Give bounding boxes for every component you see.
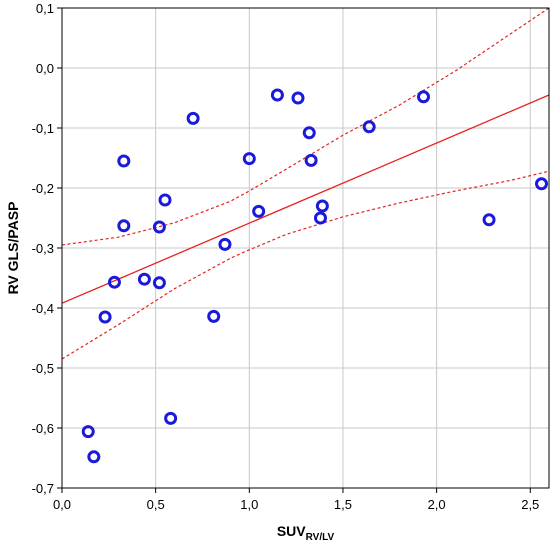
x-axis-title-subscript: RV/LV <box>306 532 335 542</box>
grid <box>61 7 549 489</box>
data-point <box>315 199 329 213</box>
y-tick-label: -0,5 <box>32 361 54 376</box>
data-point <box>87 450 101 464</box>
y-tick-label: -0,3 <box>32 241 54 256</box>
data-point <box>302 126 316 140</box>
y-tick-label: -0,6 <box>32 421 54 436</box>
data-point <box>158 193 172 207</box>
data-point <box>117 219 131 233</box>
data-point <box>186 111 200 125</box>
data-point <box>98 310 112 324</box>
x-tick-label: 0,0 <box>53 497 71 512</box>
y-tick-label: -0,1 <box>32 121 54 136</box>
data-point <box>117 154 131 168</box>
data-point <box>304 153 318 167</box>
y-tick-label: -0,7 <box>32 481 54 496</box>
x-tick-label: 1,5 <box>334 497 352 512</box>
x-axis-title-main: SUV <box>277 523 306 539</box>
confidence-bands <box>61 7 550 360</box>
x-tick-label: 1,0 <box>240 497 258 512</box>
data-point <box>313 211 327 225</box>
y-ticks: 0,1 0,0 -0,1 -0,2 -0,3 -0,4 -0,5 -0,6 -0,7 <box>32 1 62 496</box>
data-point <box>242 152 256 166</box>
y-tick-label: 0,1 <box>36 1 54 16</box>
x-tick-label: 2,5 <box>521 497 539 512</box>
data-point <box>362 120 376 134</box>
data-point <box>207 309 221 323</box>
data-point <box>482 213 496 227</box>
data-point <box>252 204 266 218</box>
x-ticks: 0,0 0,5 1,0 1,5 2,0 2,5 <box>53 488 539 512</box>
data-point <box>152 276 166 290</box>
regression-line <box>61 94 550 304</box>
data-point <box>218 237 232 251</box>
y-tick-label: -0,2 <box>32 181 54 196</box>
data-point <box>164 411 178 425</box>
regression-line-group <box>61 94 550 304</box>
data-point <box>270 88 284 102</box>
data-point <box>107 275 121 289</box>
data-point <box>152 220 166 234</box>
x-tick-label: 2,0 <box>428 497 446 512</box>
data-point <box>137 272 151 286</box>
data-points <box>81 88 549 464</box>
data-point <box>535 177 549 191</box>
x-tick-label: 0,5 <box>147 497 165 512</box>
data-point <box>81 425 95 439</box>
data-point <box>291 91 305 105</box>
data-point <box>417 90 431 104</box>
y-tick-label: 0,0 <box>36 61 54 76</box>
ci-lower-line <box>61 170 550 360</box>
x-axis-title: SUVRV/LV <box>277 523 335 542</box>
y-axis-title: RV GLS/PASP <box>5 202 21 295</box>
y-tick-label: -0,4 <box>32 301 54 316</box>
